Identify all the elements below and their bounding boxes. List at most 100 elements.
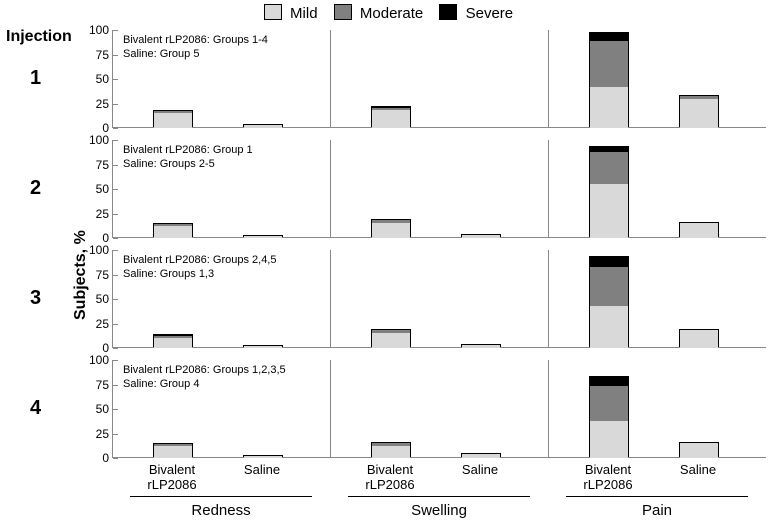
bar-segment-mild xyxy=(462,235,500,238)
bar-segment-mild xyxy=(680,443,718,458)
injection-number-1: 1 xyxy=(30,67,41,90)
bar-segment-mild xyxy=(244,236,282,238)
panel-pain-inj1 xyxy=(548,30,766,128)
bar-redness-saline xyxy=(243,455,283,457)
bar-redness-bivalent xyxy=(153,223,193,237)
bar-segment-severe xyxy=(590,33,628,41)
chart-grid: 0255075100Bivalent rLP2086: Groups 1-4Sa… xyxy=(112,30,766,470)
bar-redness-bivalent xyxy=(153,110,193,127)
ytick-label: 25 xyxy=(96,427,113,441)
ytick-line xyxy=(113,275,118,276)
bar-redness-saline xyxy=(243,235,283,237)
ytick-label: 100 xyxy=(89,353,113,367)
x-axis-section-rule xyxy=(348,496,530,497)
injection-number-4: 4 xyxy=(30,397,41,420)
panel-swelling-inj4 xyxy=(330,360,548,458)
panel-swelling-inj1 xyxy=(330,30,548,128)
bar-segment-mild xyxy=(590,87,628,128)
x-axis-treatment-label: BivalentrLP2086 xyxy=(563,462,653,492)
ytick-label: 75 xyxy=(96,268,113,282)
ytick-line xyxy=(113,458,118,459)
bar-segment-moderate xyxy=(590,267,628,306)
ytick-line xyxy=(113,238,118,239)
bar-segment-mild xyxy=(590,421,628,458)
bar-swelling-bivalent xyxy=(371,329,411,347)
legend: Mild Moderate Severe xyxy=(0,4,777,22)
legend-swatch-moderate xyxy=(334,4,352,20)
bar-segment-mild xyxy=(462,454,500,458)
ytick-label: 25 xyxy=(96,97,113,111)
panel-redness-inj3: 0255075100Bivalent rLP2086: Groups 2,4,5… xyxy=(112,250,330,348)
annot-line1: Bivalent rLP2086: Group 1 xyxy=(123,144,253,158)
ytick-line xyxy=(113,434,118,435)
ytick-line xyxy=(113,189,118,190)
bar-pain-saline xyxy=(679,329,719,347)
ytick-label: 50 xyxy=(96,72,113,86)
x-axis-section-label: Redness xyxy=(112,502,330,519)
bar-segment-mild xyxy=(590,306,628,348)
ytick-line xyxy=(113,409,118,410)
bar-pain-saline xyxy=(679,222,719,237)
legend-label-mild: Mild xyxy=(290,5,318,22)
x-axis-section-label: Pain xyxy=(548,502,766,519)
ytick-line xyxy=(113,165,118,166)
bar-segment-mild xyxy=(244,456,282,458)
x-axis-section-rule xyxy=(130,496,312,497)
ytick-line xyxy=(113,79,118,80)
bar-segment-mild xyxy=(244,346,282,348)
legend-label-moderate: Moderate xyxy=(360,5,423,22)
bar-segment-mild xyxy=(372,110,410,128)
annot-line1: Bivalent rLP2086: Groups 1,2,3,5 xyxy=(123,364,286,378)
annot-line2: Saline: Groups 1,3 xyxy=(123,268,276,282)
legend-item-mild: Mild xyxy=(264,4,318,22)
bar-segment-mild xyxy=(680,330,718,348)
figure-root: Mild Moderate Severe Injection Subjects,… xyxy=(0,0,777,524)
bar-swelling-bivalent xyxy=(371,106,411,127)
ytick-line xyxy=(113,299,118,300)
annot-line1: Bivalent rLP2086: Groups 2,4,5 xyxy=(123,254,276,268)
bar-swelling-bivalent xyxy=(371,219,411,237)
annot-line2: Saline: Group 5 xyxy=(123,48,268,62)
x-axis-section-label: Swelling xyxy=(330,502,548,519)
annot-line2: Saline: Group 4 xyxy=(123,378,286,392)
panel-swelling-inj2 xyxy=(330,140,548,238)
ytick-label: 100 xyxy=(89,133,113,147)
x-axis-treatment-label: Saline xyxy=(653,462,743,477)
panel-redness-inj2: 0255075100Bivalent rLP2086: Group 1Salin… xyxy=(112,140,330,238)
ytick-line xyxy=(113,104,118,105)
legend-label-severe: Severe xyxy=(466,5,514,22)
bar-swelling-saline xyxy=(461,453,501,457)
injection-number-2: 2 xyxy=(30,177,41,200)
panel-pain-inj4 xyxy=(548,360,766,458)
ytick-label: 25 xyxy=(96,317,113,331)
bar-segment-moderate xyxy=(590,386,628,420)
panel-pain-inj3 xyxy=(548,250,766,348)
bar-redness-bivalent xyxy=(153,443,193,457)
ytick-line xyxy=(113,30,118,31)
panel-annotation: Bivalent rLP2086: Groups 1-4Saline: Grou… xyxy=(123,34,268,62)
bar-segment-mild xyxy=(154,446,192,458)
x-axis-treatment-label: Saline xyxy=(435,462,525,477)
bar-pain-bivalent xyxy=(589,146,629,237)
bar-segment-moderate xyxy=(590,41,628,87)
bar-segment-mild xyxy=(154,338,192,348)
panel-redness-inj1: 0255075100Bivalent rLP2086: Groups 1-4Sa… xyxy=(112,30,330,128)
ytick-line xyxy=(113,324,118,325)
bar-segment-severe xyxy=(590,377,628,387)
panel-annotation: Bivalent rLP2086: Groups 2,4,5Saline: Gr… xyxy=(123,254,276,282)
ytick-label: 75 xyxy=(96,158,113,172)
bar-swelling-saline xyxy=(461,344,501,347)
ytick-label: 100 xyxy=(89,243,113,257)
bar-segment-mild xyxy=(590,184,628,238)
bar-segment-mild xyxy=(372,333,410,348)
bar-redness-saline xyxy=(243,345,283,347)
ytick-line xyxy=(113,140,118,141)
y-axis-label: Subjects, % xyxy=(72,230,90,320)
bar-segment-mild xyxy=(680,223,718,238)
bar-swelling-bivalent xyxy=(371,442,411,457)
panel-redness-inj4: 0255075100Bivalent rLP2086: Groups 1,2,3… xyxy=(112,360,330,458)
ytick-line xyxy=(113,214,118,215)
ytick-line xyxy=(113,360,118,361)
ytick-line xyxy=(113,250,118,251)
bar-segment-mild xyxy=(244,125,282,128)
